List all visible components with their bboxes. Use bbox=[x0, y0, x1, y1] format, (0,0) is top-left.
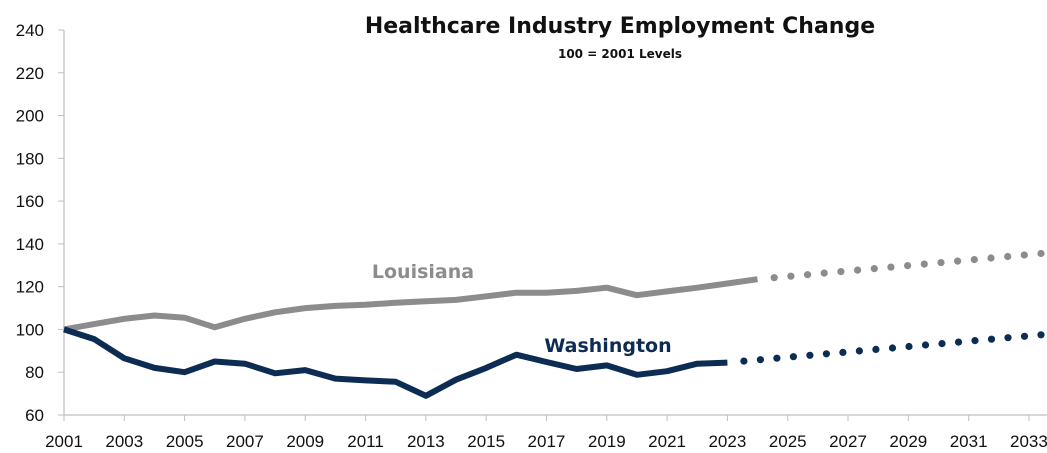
plot-area bbox=[63, 249, 1045, 399]
y-tick-labels: 60 80 100 120 140 160 180 200 220 240 bbox=[16, 21, 64, 425]
projection-dot-washington bbox=[921, 341, 930, 349]
projection-dot-louisiana bbox=[820, 269, 828, 277]
series-line-louisiana bbox=[63, 276, 758, 333]
x-tick-label: 2025 bbox=[769, 432, 807, 451]
series-label-washington: Washington bbox=[544, 335, 671, 357]
projection-dot-louisiana bbox=[937, 259, 945, 267]
projection-dot-louisiana bbox=[970, 256, 978, 264]
x-tick-label: 2005 bbox=[166, 432, 204, 451]
projection-dot-louisiana bbox=[854, 266, 862, 274]
y-tick-label: 100 bbox=[16, 320, 44, 339]
y-tick-label: 200 bbox=[16, 107, 44, 126]
projection-dot-louisiana bbox=[1020, 251, 1028, 259]
projection-dot-washington bbox=[855, 347, 864, 355]
projection-dot-washington bbox=[1020, 332, 1029, 340]
x-tick-label: 2007 bbox=[226, 432, 264, 451]
projection-dot-washington bbox=[789, 353, 798, 361]
projection-dot-washington bbox=[756, 356, 765, 364]
x-tick-label: 2031 bbox=[950, 432, 988, 451]
projection-dot-washington bbox=[938, 340, 946, 348]
y-tick-label: 140 bbox=[16, 235, 44, 254]
projection-dot-louisiana bbox=[1037, 249, 1045, 258]
x-tick-label: 2029 bbox=[889, 432, 927, 451]
x-tick-label: 2011 bbox=[347, 432, 384, 451]
projection-dot-louisiana bbox=[920, 260, 928, 268]
projection-dot-louisiana bbox=[987, 254, 995, 262]
projection-dot-washington bbox=[954, 338, 963, 346]
chart-title: Healthcare Industry Employment Change bbox=[365, 14, 875, 39]
y-tick-label: 180 bbox=[16, 149, 44, 168]
projection-dot-louisiana bbox=[870, 265, 878, 273]
projection-dot-washington bbox=[839, 348, 847, 356]
y-tick-label: 220 bbox=[16, 64, 44, 83]
series-line-washington bbox=[63, 326, 728, 399]
x-tick-label: 2021 bbox=[648, 432, 686, 451]
x-tick-label: 2023 bbox=[708, 432, 746, 451]
x-tick-label: 2009 bbox=[286, 432, 324, 451]
projection-dot-louisiana bbox=[804, 271, 812, 279]
x-tick-label: 2027 bbox=[829, 432, 867, 451]
chart-subtitle: 100 = 2001 Levels bbox=[558, 47, 682, 61]
projection-dot-washington bbox=[1037, 331, 1045, 339]
series-label-louisiana: Louisiana bbox=[372, 261, 474, 283]
projection-dot-louisiana bbox=[787, 272, 795, 280]
projection-dot-louisiana bbox=[770, 274, 778, 282]
projection-dot-washington bbox=[773, 354, 781, 362]
projection-dot-washington bbox=[987, 335, 996, 343]
projection-dot-washington bbox=[905, 342, 913, 351]
projection-dot-washington bbox=[888, 344, 897, 352]
y-tick-label: 240 bbox=[16, 21, 44, 40]
x-tick-label: 2001 bbox=[45, 432, 83, 451]
projection-dot-louisiana bbox=[904, 262, 912, 270]
projection-dot-washington bbox=[740, 357, 748, 365]
projection-dot-washington bbox=[971, 337, 979, 345]
projection-dot-washington bbox=[806, 351, 814, 359]
projection-dot-washington bbox=[822, 350, 831, 358]
x-tick-label: 2003 bbox=[105, 432, 143, 451]
x-tick-label: 2033 bbox=[1010, 432, 1047, 451]
y-tick-label: 80 bbox=[25, 363, 44, 382]
projection-dot-louisiana bbox=[954, 257, 962, 265]
y-tick-label: 60 bbox=[25, 406, 44, 425]
y-tick-label: 120 bbox=[16, 278, 44, 297]
x-tick-label: 2019 bbox=[588, 432, 626, 451]
x-tick-label: 2015 bbox=[467, 432, 505, 451]
projection-dot-washington bbox=[872, 345, 880, 353]
x-tick-labels: 2001 2003 2005 2007 2009 2011 2013 2015 2017 2019… bbox=[45, 415, 1047, 451]
projection-dot-washington bbox=[1004, 334, 1012, 342]
projection-dot-louisiana bbox=[1004, 252, 1012, 261]
projection-dot-louisiana bbox=[837, 268, 845, 276]
x-tick-label: 2013 bbox=[407, 432, 445, 451]
projection-dot-louisiana bbox=[887, 263, 895, 271]
y-tick-label: 160 bbox=[16, 192, 44, 211]
x-tick-label: 2017 bbox=[528, 432, 566, 451]
